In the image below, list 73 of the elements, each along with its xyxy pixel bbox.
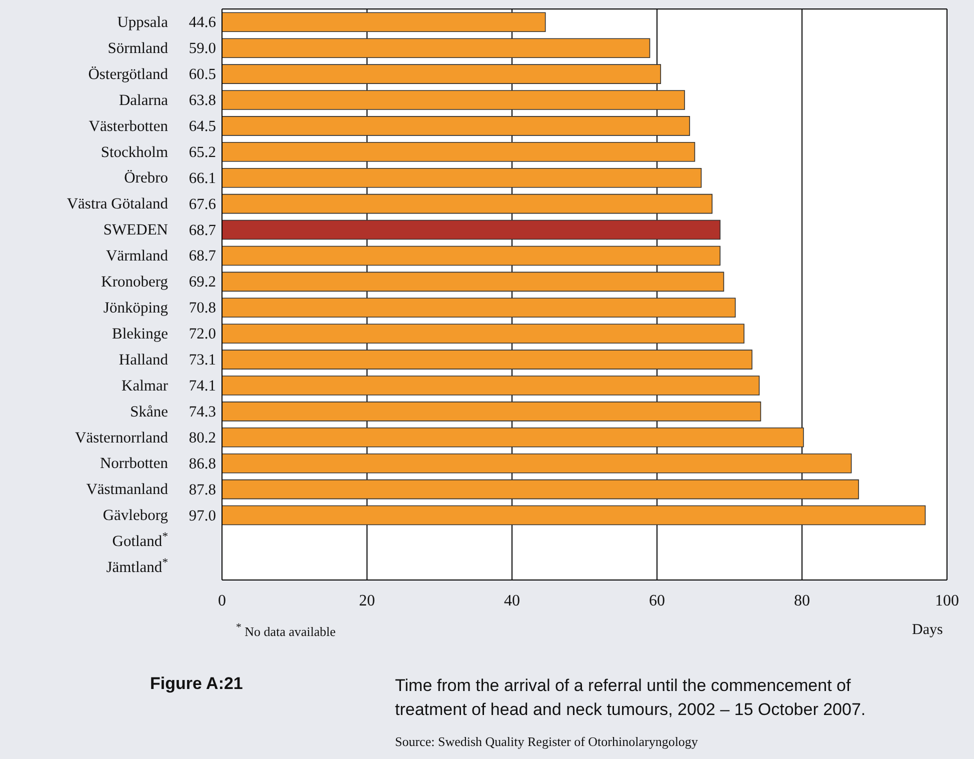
data-label: 80.2 [188,429,216,446]
y-tick-label: Jämtland$^{*}$ [106,556,168,576]
data-label: 74.1 [188,377,216,394]
data-label: 66.1 [188,170,216,187]
bar [222,376,760,396]
y-tick-label: Jönköping [103,299,168,316]
data-label: 68.7 [188,248,216,265]
y-tick-label: Örebro [124,170,168,187]
x-tick-label: 20 [359,592,375,610]
data-label: 59.0 [188,40,216,58]
data-label: 97.0 [188,507,216,524]
data-label: 60.5 [188,66,216,84]
text: $^{*}$ No data available [236,622,336,640]
x-tick-label: 60 [649,592,665,610]
x-tick-label: 40 [504,592,520,610]
data-label: 67.6 [188,196,216,213]
bar [222,220,720,240]
y-tick-label: Kronoberg [101,274,168,291]
y-tick-label: Gävleborg [102,507,168,524]
data-label: 68.7 [188,222,216,239]
bar [222,90,685,110]
bar [222,453,852,474]
y-tick-label: Västerbotten [88,118,168,135]
data-label: 86.8 [188,455,216,472]
x-axis-title: Days [912,622,943,638]
y-tick-label: Västmanland [86,481,168,498]
bar [222,402,762,422]
data-label: 87.8 [188,481,216,498]
bar [222,38,650,58]
bar [222,194,712,214]
y-tick-label: Stockholm [100,144,168,161]
bar [222,479,859,500]
data-label: 64.5 [188,118,216,135]
bar [222,428,804,448]
bar [222,116,690,136]
bar [222,324,744,344]
x-tick-label: 100 [935,592,959,610]
y-tick-label: Skåne [130,403,168,420]
y-tick-label: Blekinge [112,325,168,342]
bar [222,64,662,84]
text: Figure A:21 [150,674,243,693]
bar [222,142,696,162]
bar [222,168,702,188]
y-tick-label: Västernorrland [75,429,168,446]
data-label: 44.6 [188,14,216,32]
source-note: Source: Swedish Quality Register of Otorhinolaryngology [395,734,698,749]
y-tick-label: Dalarna [118,92,168,109]
bar [222,272,724,292]
y-tick-label: Halland [118,351,168,368]
y-tick-label: Västra Götaland [66,196,168,213]
data-label: 72.0 [188,326,216,343]
bar [222,298,736,318]
y-tick-label: Uppsala [117,14,168,31]
y-tick-label: Östergötland [88,66,168,83]
data-label: 74.3 [188,403,216,420]
text: Time from the arrival of a referral until the commencement of treatment of head and neck tumours, 2002 – 15 October 2007. [395,676,866,719]
data-label: 69.2 [188,274,216,291]
data-label: 70.8 [188,300,216,317]
y-tick-label: SWEDEN [103,222,168,239]
data-label: 65.2 [188,144,216,161]
y-tick-label: Värmland [106,248,168,265]
data-label: 63.8 [188,92,216,109]
bar [222,350,752,370]
y-tick-label: Norrbotten [100,455,168,472]
bar [222,246,720,266]
y-tick-label: Gotland$^{*}$ [112,530,168,550]
bar [222,505,926,526]
bar [222,12,546,32]
y-tick-label: Kalmar [122,377,169,394]
x-tick-label: 0 [218,592,226,610]
data-label: 73.1 [188,352,216,369]
x-tick-label: 80 [794,592,810,610]
y-tick-label: Sörmland [108,40,168,57]
